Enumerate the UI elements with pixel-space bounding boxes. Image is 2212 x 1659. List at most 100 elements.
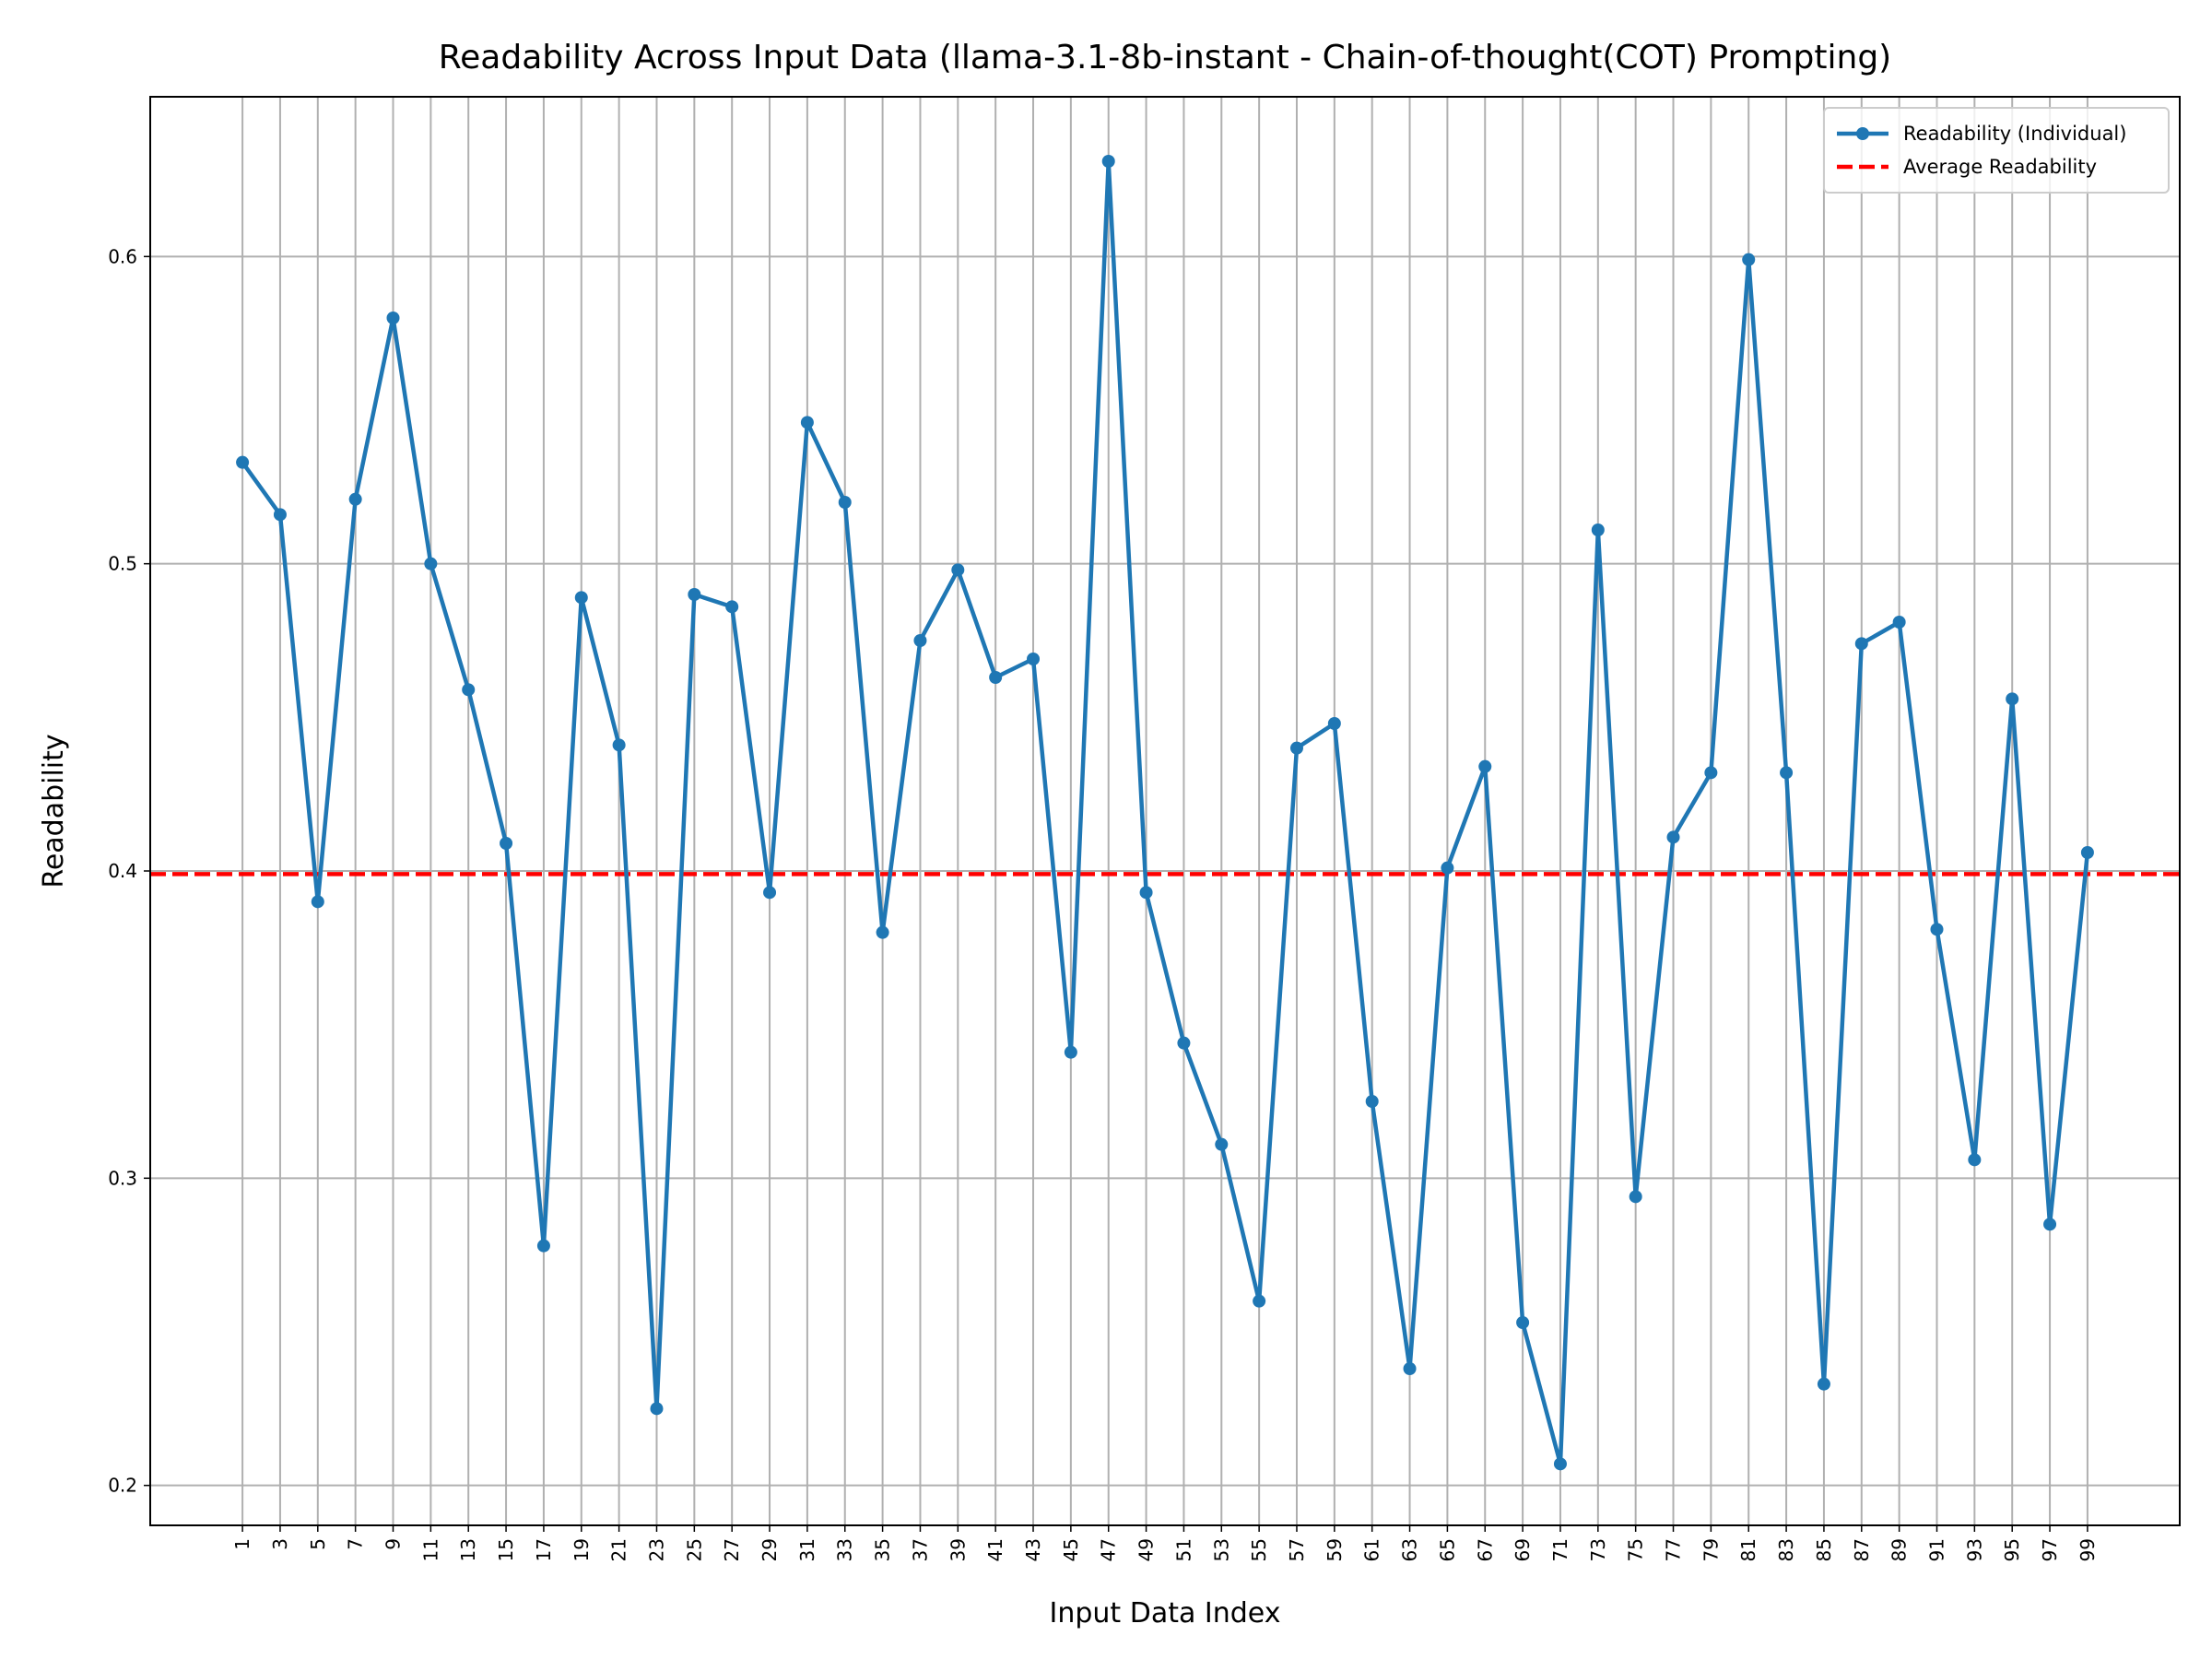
x-tick-label: 61 (1361, 1538, 1383, 1561)
data-point (1780, 766, 1794, 780)
data-point (2006, 692, 2019, 706)
x-tick-label: 33 (834, 1538, 856, 1561)
data-point (311, 895, 324, 909)
data-point (1892, 616, 1906, 629)
x-tick-label: 63 (1399, 1538, 1421, 1561)
data-point (1101, 155, 1115, 168)
data-point (1177, 1036, 1191, 1050)
x-tick-label: 3 (269, 1538, 291, 1550)
x-tick-label: 31 (796, 1538, 818, 1561)
data-point (386, 312, 400, 324)
y-axis-label: Readability (38, 734, 70, 888)
x-tick-label: 83 (1775, 1538, 1797, 1561)
data-point (1704, 766, 1718, 780)
x-tick-label: 77 (1663, 1538, 1685, 1561)
data-point (2080, 846, 2094, 859)
x-tick-label: 15 (495, 1538, 517, 1561)
x-tick-label: 67 (1474, 1538, 1496, 1561)
data-point (1854, 637, 1868, 651)
y-tick-label: 0.3 (108, 1167, 137, 1189)
x-tick-label: 45 (1060, 1538, 1082, 1561)
x-tick-label: 53 (1210, 1538, 1232, 1561)
y-tick-label: 0.4 (108, 860, 137, 882)
legend-box (1823, 107, 2170, 194)
x-tick-label: 59 (1324, 1538, 1346, 1561)
x-tick-label: 85 (1813, 1538, 1835, 1561)
data-point (1403, 1362, 1417, 1375)
data-point (650, 1402, 664, 1416)
x-axis-label: Input Data Index (1050, 1597, 1281, 1630)
data-point (462, 683, 476, 697)
x-tick-label: 11 (419, 1538, 441, 1561)
legend-marker (1856, 127, 1869, 140)
x-tick-label: 35 (872, 1538, 894, 1561)
data-point (1365, 1095, 1379, 1108)
x-tick-label: 7 (345, 1538, 367, 1550)
data-line (241, 159, 2090, 1466)
data-point (1666, 830, 1680, 844)
data-point (951, 563, 965, 577)
x-tick-label: 5 (307, 1538, 329, 1550)
x-tick-label: 71 (1549, 1538, 1571, 1561)
x-tick-label: 9 (382, 1538, 405, 1550)
y-tick-label: 0.6 (108, 245, 137, 267)
x-tick-label: 57 (1286, 1538, 1308, 1561)
x-tick-label: 25 (683, 1538, 705, 1561)
data-point (1027, 653, 1041, 665)
x-tick-label: 97 (2039, 1538, 2061, 1561)
x-tick-label: 91 (1925, 1538, 1947, 1561)
x-tick-label: 99 (2077, 1538, 2099, 1561)
x-tick-label: 93 (1963, 1538, 1985, 1561)
data-point (1441, 861, 1454, 875)
legend-label: Average Readability (1903, 156, 2097, 178)
x-tick-label: 95 (2001, 1538, 2023, 1561)
data-point (1478, 759, 1492, 773)
data-point (1289, 741, 1303, 755)
x-tick-label: 65 (1436, 1538, 1458, 1561)
x-tick-label: 51 (1172, 1538, 1194, 1561)
data-point (500, 837, 513, 850)
x-tick-label: 81 (1737, 1538, 1759, 1561)
x-tick-label: 49 (1135, 1538, 1158, 1561)
data-point (876, 925, 889, 939)
x-tick-label: 37 (909, 1538, 931, 1561)
data-point (688, 588, 701, 601)
data-point (1629, 1190, 1642, 1204)
data-point (1139, 886, 1153, 900)
data-point (989, 671, 1003, 684)
data-point (1553, 1457, 1567, 1471)
x-tick-label: 87 (1851, 1538, 1873, 1561)
y-tick-label: 0.2 (108, 1475, 137, 1497)
data-point (348, 492, 362, 506)
x-tick-label: 21 (608, 1538, 630, 1561)
x-tick-label: 79 (1700, 1538, 1722, 1561)
data-point (2043, 1218, 2057, 1231)
data-point (1742, 253, 1756, 266)
plot-frame (149, 96, 2181, 1526)
data-point (1817, 1377, 1830, 1391)
data-point (1327, 717, 1341, 730)
data-point (1968, 1153, 1982, 1167)
x-tick-label: 27 (721, 1538, 743, 1561)
x-tick-label: 19 (571, 1538, 593, 1561)
chart-title: Readability Across Input Data (llama-3.1… (439, 39, 1891, 76)
x-tick-label: 13 (457, 1538, 479, 1561)
x-tick-label: 75 (1625, 1538, 1647, 1561)
x-tick-label: 43 (1022, 1538, 1044, 1561)
x-tick-label: 69 (1512, 1538, 1534, 1561)
data-point (1215, 1137, 1229, 1151)
x-tick-label: 47 (1098, 1538, 1120, 1561)
x-tick-label: 23 (645, 1538, 667, 1561)
data-point (913, 634, 927, 647)
data-point (1253, 1294, 1266, 1308)
data-point (273, 508, 287, 522)
data-point (574, 591, 588, 605)
data-point (424, 557, 438, 571)
data-point (1516, 1316, 1530, 1329)
data-point (536, 1239, 550, 1253)
x-tick-label: 39 (947, 1538, 969, 1561)
data-point (838, 496, 852, 509)
x-tick-label: 55 (1248, 1538, 1270, 1561)
